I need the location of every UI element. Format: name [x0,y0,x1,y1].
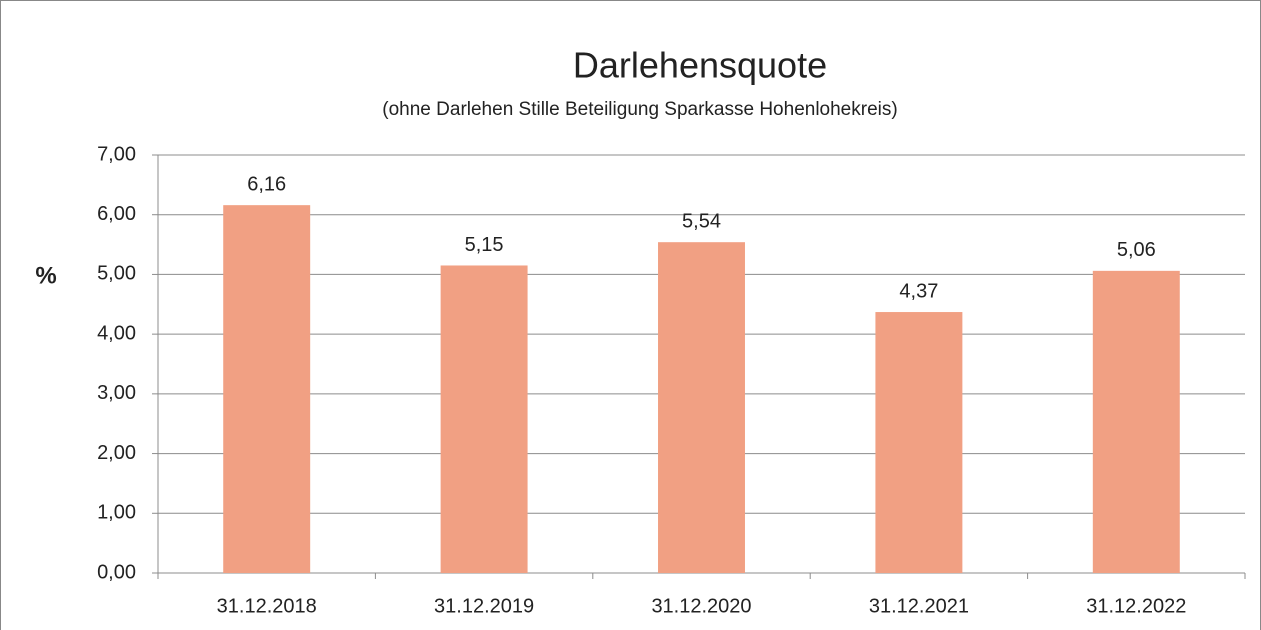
x-tick-label: 31.12.2021 [869,595,969,617]
x-tick-label: 31.12.2019 [434,595,534,617]
bar [223,205,311,573]
x-tick-label: 31.12.2018 [217,595,317,617]
y-tick-label: 7,00 [97,143,136,165]
x-tick-label: 31.12.2020 [651,595,751,617]
y-tick-label: 2,00 [97,442,136,464]
y-tick-label: 1,00 [97,502,136,524]
bar [1092,270,1180,573]
value-label: 4,37 [899,280,938,302]
y-tick-label: 3,00 [97,382,136,404]
chart-title: Darlehensquote [573,45,827,86]
bar [658,242,745,573]
value-label: 6,16 [247,173,286,195]
y-tick-label: 0,00 [97,561,136,583]
x-tick-label: 31.12.2022 [1086,595,1186,617]
chart-subtitle: (ohne Darlehen Stille Beteiligung Sparka… [382,99,897,120]
bar [440,265,528,573]
y-tick-label: 4,00 [97,322,136,344]
y-axis-label: % [35,262,56,289]
value-label: 5,54 [682,210,721,232]
value-label: 5,06 [1117,239,1156,261]
y-tick-label: 6,00 [97,203,136,225]
value-label: 5,15 [465,234,504,256]
y-tick-label: 5,00 [97,263,136,285]
bar [875,312,963,573]
